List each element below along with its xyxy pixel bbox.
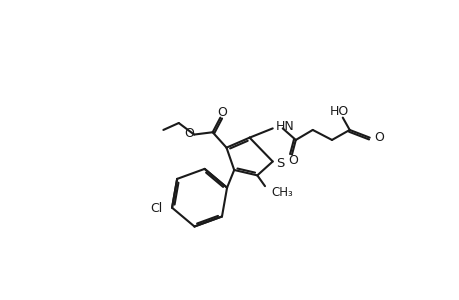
Text: O: O — [184, 127, 193, 140]
Text: CH₃: CH₃ — [271, 186, 292, 199]
Text: Cl: Cl — [150, 202, 162, 215]
Text: S: S — [275, 157, 284, 169]
Text: O: O — [374, 131, 383, 144]
Text: O: O — [217, 106, 227, 119]
Text: O: O — [288, 154, 298, 167]
Text: HN: HN — [275, 120, 294, 133]
Text: HO: HO — [330, 105, 348, 118]
